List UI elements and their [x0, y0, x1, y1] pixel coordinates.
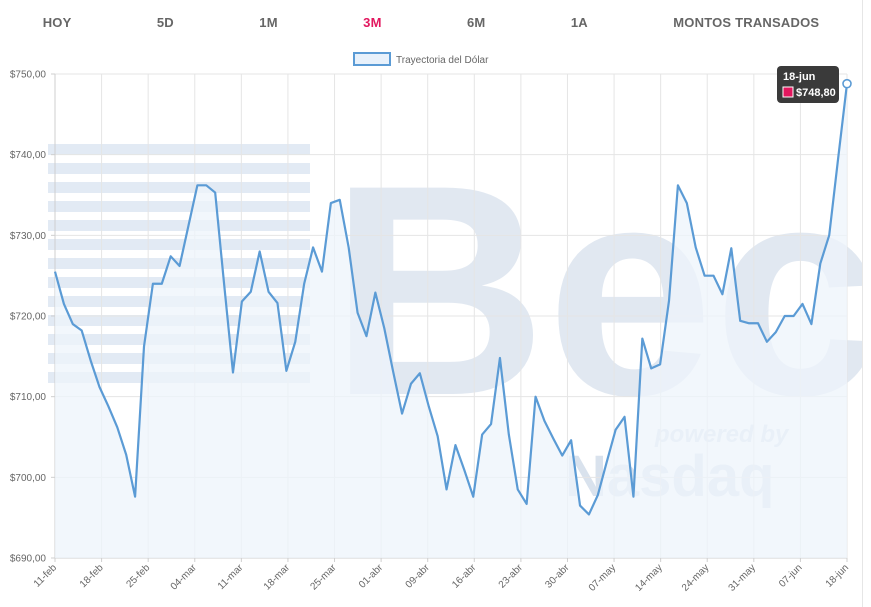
highlighted-point[interactable]: [842, 78, 852, 89]
tooltip-swatch: [782, 86, 794, 98]
legend-swatch: [353, 52, 391, 66]
tab-1a[interactable]: 1A: [570, 14, 588, 30]
x-tick-label: 25-mar: [308, 562, 339, 593]
watermark-stripe: [48, 201, 310, 212]
x-axis: 11-feb 18-feb 25-feb 04-mar 11-mar 18-mar 25-m…: [32, 558, 851, 594]
chart-tooltip: 18-jun $748,80: [777, 66, 839, 103]
tab-montos-transados[interactable]: MONTOS TRANSADOS: [673, 14, 820, 30]
tab-1m[interactable]: 1M: [259, 14, 278, 30]
tooltip-date: 18-jun: [783, 71, 816, 83]
x-tick-label: 31-may: [727, 562, 758, 593]
tab-6m[interactable]: 6M: [467, 14, 486, 30]
x-tick-label: 16-abr: [450, 562, 479, 591]
tab-3m[interactable]: 3M: [363, 14, 382, 30]
watermark-stripe: [48, 239, 310, 250]
dollar-trajectory-chart: Becpowered byNasdaq $690,00$700,00$710,0…: [10, 52, 862, 594]
x-tick-label: 18-mar: [262, 562, 293, 593]
x-tick-label: 07-jun: [777, 562, 804, 589]
x-tick-label: 04-mar: [169, 562, 200, 593]
tooltip-value: $748,80: [796, 87, 836, 99]
y-tick-label: $700,00: [10, 473, 47, 484]
watermark-stripe: [48, 163, 310, 174]
x-tick-label: 24-may: [680, 562, 711, 593]
y-tick-label: $720,00: [10, 312, 47, 323]
panel-divider: [862, 0, 863, 607]
x-tick-label: 18-jun: [824, 562, 851, 589]
series-line-trayectoria-del-dolar: [53, 83, 849, 516]
tab-hoy[interactable]: HOY: [42, 14, 72, 30]
x-tick-label: 23-abr: [497, 562, 526, 591]
watermark-stripe: [48, 144, 310, 155]
watermark-stripe: [48, 220, 310, 231]
x-tick-label: 30-abr: [543, 562, 572, 591]
y-tick-label: $710,00: [10, 392, 47, 403]
x-tick-label: 11-mar: [216, 562, 246, 592]
x-tick-label: 07-may: [587, 562, 618, 593]
x-tick-label: 18-feb: [78, 562, 106, 590]
y-tick-label: $730,00: [10, 231, 47, 242]
data-points: [842, 78, 852, 89]
x-tick-label: 09-abr: [404, 562, 433, 591]
y-axis: $690,00 $700,00 $710,00 $720,00 $730,00 $740,…: [10, 70, 55, 565]
series-area: [55, 83, 847, 559]
y-tick-label: $690,00: [10, 554, 47, 565]
watermark-stripe: [48, 258, 310, 269]
watermark-stripe: [48, 182, 310, 193]
period-tabs: HOY 5D 1M 3M 6M 1A MONTOS TRANSADOS: [0, 0, 862, 44]
y-tick-label: $750,00: [10, 70, 47, 81]
x-tick-label: 25-feb: [124, 562, 152, 590]
legend-label: Trayectoria del Dólar: [396, 55, 489, 66]
x-tick-label: 14-may: [633, 562, 664, 593]
x-tick-label: 01-abr: [357, 562, 386, 591]
chart-legend[interactable]: Trayectoria del Dólar: [353, 52, 489, 66]
x-tick-label: 11-feb: [32, 562, 60, 590]
tab-5d[interactable]: 5D: [156, 14, 174, 30]
y-tick-label: $740,00: [10, 150, 47, 161]
